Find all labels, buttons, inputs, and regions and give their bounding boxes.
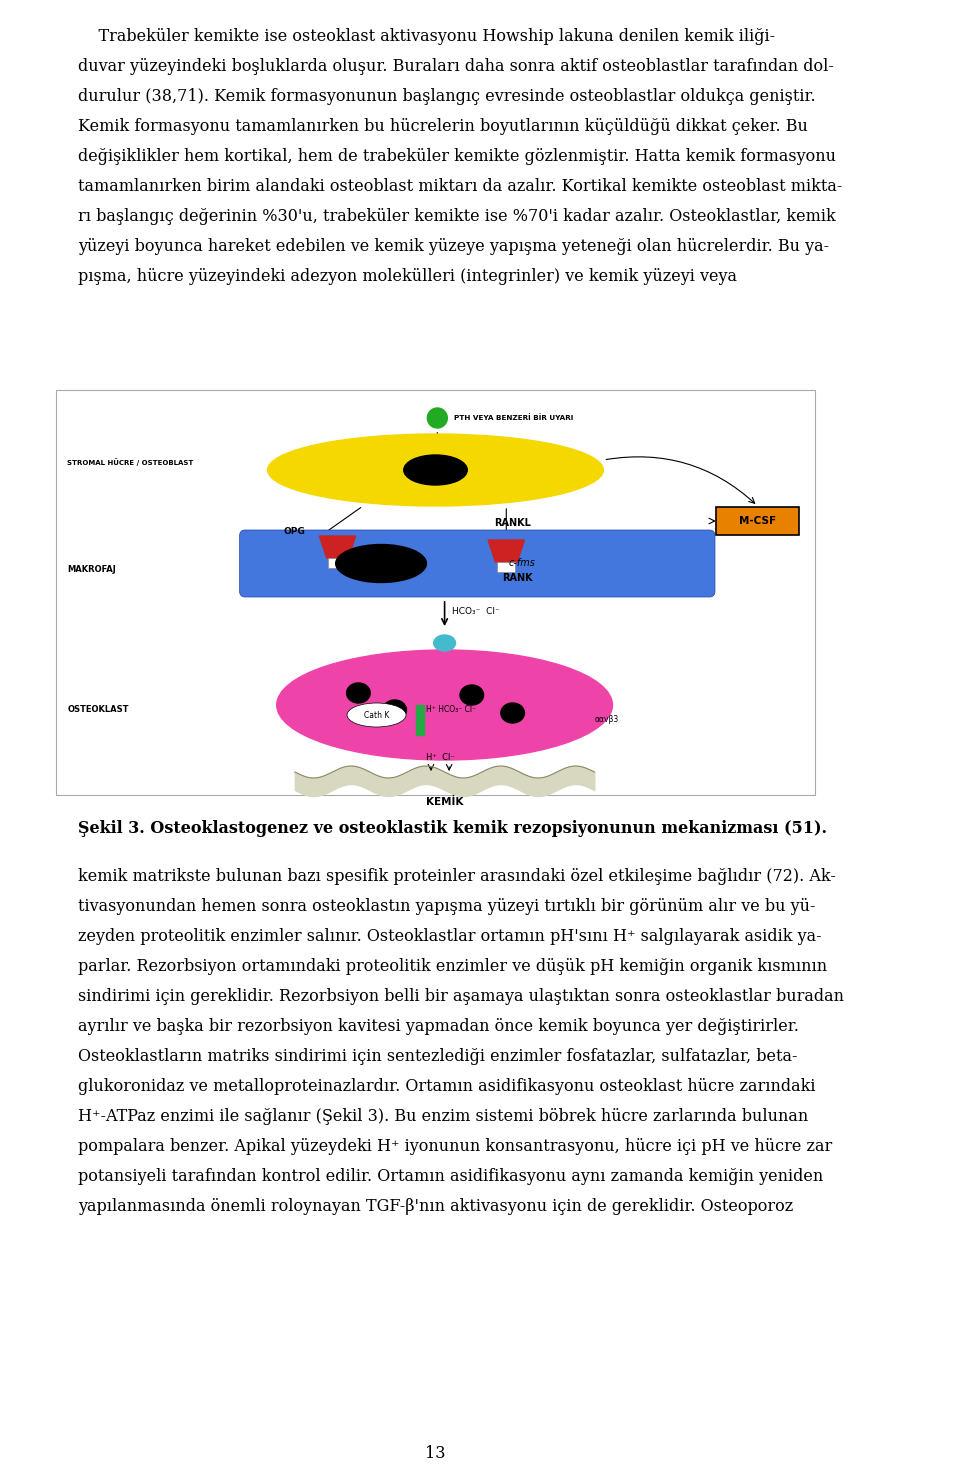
Text: parlar. Rezorbsiyon ortamındaki proteolitik enzimler ve düşük pH kemiğin organik: parlar. Rezorbsiyon ortamındaki proteoli…	[79, 957, 828, 975]
Bar	[416, 705, 423, 735]
Polygon shape	[320, 536, 355, 559]
Text: değişiklikler hem kortikal, hem de trabeküler kemikte gözlenmiştir. Hatta kemik : değişiklikler hem kortikal, hem de trabe…	[79, 148, 836, 165]
Text: potansiyeli tarafından kontrol edilir. Ortamın asidifikasyonu aynı zamanda kemiğ: potansiyeli tarafından kontrol edilir. O…	[79, 1168, 824, 1186]
Ellipse shape	[427, 408, 447, 428]
Bar	[328, 559, 347, 568]
Text: ayrılır ve başka bir rezorbsiyon kavitesi yapmadan önce kemik boyunca yer değişt: ayrılır ve başka bir rezorbsiyon kavites…	[79, 1018, 800, 1034]
Text: kemik matrikste bulunan bazı spesifik proteinler arasındaki özel etkileşime bağl: kemik matrikste bulunan bazı spesifik pr…	[79, 868, 836, 885]
Text: H⁺ HCO₃⁻ Cl⁻: H⁺ HCO₃⁻ Cl⁻	[426, 705, 476, 714]
Ellipse shape	[404, 455, 468, 485]
Ellipse shape	[268, 434, 604, 505]
Text: c-fms: c-fms	[508, 559, 535, 569]
Text: Trabeküler kemikte ise osteoklast aktivasyonu Howship lakuna denilen kemik iliği: Trabeküler kemikte ise osteoklast aktiva…	[79, 28, 776, 44]
Text: rı başlangıç değerinin %30'u, trabeküler kemikte ise %70'i kadar azalır. Osteokl: rı başlangıç değerinin %30'u, trabeküler…	[79, 207, 836, 225]
Text: OSTEOKLAST: OSTEOKLAST	[67, 705, 129, 714]
Text: MAKROFAJ: MAKROFAJ	[67, 566, 116, 575]
Text: M-CSF: M-CSF	[739, 516, 777, 526]
Text: STROMAL HÜCRE / OSTEOBLAST: STROMAL HÜCRE / OSTEOBLAST	[67, 458, 194, 465]
Bar	[497, 562, 516, 572]
Text: tivasyonundan hemen sonra osteoklastın yapışma yüzeyi tırtıklı bir görünüm alır : tivasyonundan hemen sonra osteoklastın y…	[79, 898, 816, 914]
Ellipse shape	[460, 685, 484, 705]
Ellipse shape	[348, 702, 406, 728]
Ellipse shape	[347, 683, 371, 702]
Bar	[57, 390, 815, 794]
Text: duvar yüzeyindeki boşluklarda oluşur. Buraları daha sonra aktif osteoblastlar ta: duvar yüzeyindeki boşluklarda oluşur. Bu…	[79, 58, 834, 76]
Text: H⁺  Cl⁻: H⁺ Cl⁻	[425, 753, 454, 763]
Text: Cath K: Cath K	[364, 710, 389, 719]
Text: Osteoklastların matriks sindirimi için sentezlediği enzimler fosfatazlar, sulfat: Osteoklastların matriks sindirimi için s…	[79, 1048, 798, 1066]
Ellipse shape	[383, 700, 406, 720]
Polygon shape	[488, 539, 524, 562]
Text: RANKL: RANKL	[494, 519, 532, 528]
Text: HCO₃⁻  Cl⁻: HCO₃⁻ Cl⁻	[452, 606, 499, 615]
Text: sindirimi için gereklidir. Rezorbsiyon belli bir aşamaya ulaştıktan sonra osteok: sindirimi için gereklidir. Rezorbsiyon b…	[79, 988, 845, 1005]
Text: RANK: RANK	[502, 574, 533, 582]
Ellipse shape	[336, 544, 426, 582]
Text: OPG: OPG	[283, 528, 305, 536]
Text: Şekil 3. Osteoklastogenez ve osteoklastik kemik rezopsiyonunun mekanizması (51).: Şekil 3. Osteoklastogenez ve osteoklasti…	[79, 820, 828, 837]
Text: ααvβ3: ααvβ3	[594, 716, 618, 725]
Ellipse shape	[276, 651, 612, 760]
Ellipse shape	[501, 702, 524, 723]
Text: yapılanmasında önemli roloynayan TGF-β'nın aktivasyonu için de gereklidir. Osteo: yapılanmasında önemli roloynayan TGF-β'n…	[79, 1197, 794, 1215]
Text: H⁺-ATPaz enzimi ile sağlanır (Şekil 3). Bu enzim sistemi böbrek hücre zarlarında: H⁺-ATPaz enzimi ile sağlanır (Şekil 3). …	[79, 1109, 808, 1125]
Text: pışma, hücre yüzeyindeki adezyon molekülleri (integrinler) ve kemik yüzeyi veya: pışma, hücre yüzeyindeki adezyon molekül…	[79, 268, 737, 285]
Text: PTH VEYA BENZERİ BİR UYARI: PTH VEYA BENZERİ BİR UYARI	[454, 415, 573, 421]
Text: tamamlanırken birim alandaki osteoblast miktarı da azalır. Kortikal kemikte oste: tamamlanırken birim alandaki osteoblast …	[79, 178, 843, 196]
Text: zeyden proteolitik enzimler salınır. Osteoklastlar ortamın pH'sını H⁺ salgılayar: zeyden proteolitik enzimler salınır. Ost…	[79, 928, 822, 946]
Text: Kemik formasyonu tamamlanırken bu hücrelerin boyutlarının küçüldüğü dikkat çeker: Kemik formasyonu tamamlanırken bu hücrel…	[79, 119, 808, 135]
Text: glukoronidaz ve metalloproteinazlardır. Ortamın asidifikasyonu osteoklast hücre : glukoronidaz ve metalloproteinazlardır. …	[79, 1077, 816, 1095]
Text: pompalara benzer. Apikal yüzeydeki H⁺ iyonunun konsantrasyonu, hücre içi pH ve h: pompalara benzer. Apikal yüzeydeki H⁺ iy…	[79, 1138, 832, 1154]
Text: yüzeyi boyunca hareket edebilen ve kemik yüzeye yapışma yeteneği olan hücrelerdi: yüzeyi boyunca hareket edebilen ve kemik…	[79, 239, 829, 255]
FancyBboxPatch shape	[716, 507, 800, 535]
Ellipse shape	[434, 634, 455, 651]
Text: KEMİK: KEMİK	[426, 797, 464, 808]
FancyBboxPatch shape	[240, 531, 715, 597]
Text: durulur (38,71). Kemik formasyonunun başlangıç evresinde osteoblastlar oldukça g: durulur (38,71). Kemik formasyonunun baş…	[79, 87, 816, 105]
Text: 13: 13	[425, 1445, 445, 1463]
